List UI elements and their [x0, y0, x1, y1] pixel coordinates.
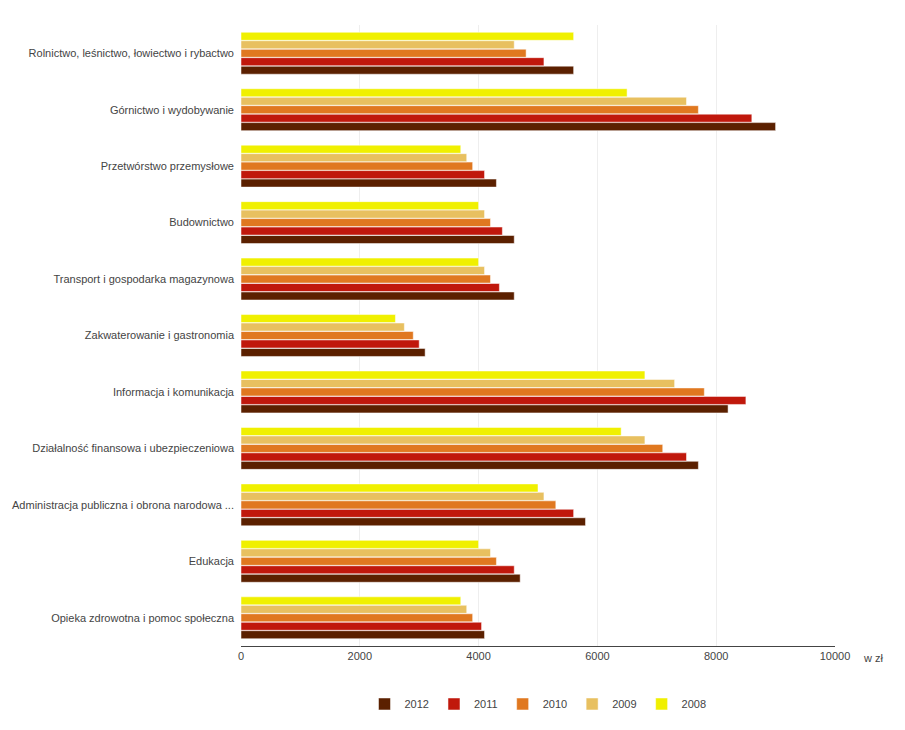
svg-text:Przetwórstwo przemysłowe: Przetwórstwo przemysłowe [101, 160, 234, 172]
svg-text:Transport i gospodarka magazyn: Transport i gospodarka magazynowa [53, 273, 234, 285]
svg-text:10000: 10000 [820, 650, 851, 662]
svg-text:Górnictwo i wydobywanie: Górnictwo i wydobywanie [110, 104, 234, 116]
svg-text:0: 0 [238, 650, 244, 662]
svg-text:Działalność finansowa i ubezpi: Działalność finansowa i ubezpieczeniowa [32, 442, 235, 454]
svg-text:2009: 2009 [612, 698, 636, 710]
svg-text:2011: 2011 [474, 698, 498, 710]
svg-text:Budownictwo: Budownictwo [169, 216, 234, 228]
svg-text:2000: 2000 [348, 650, 372, 662]
svg-text:Zakwaterowanie i gastronomia: Zakwaterowanie i gastronomia [85, 329, 235, 341]
svg-text:Edukacja: Edukacja [189, 555, 235, 567]
svg-text:6000: 6000 [585, 650, 609, 662]
svg-text:Informacja i komunikacja: Informacja i komunikacja [113, 386, 235, 398]
svg-text:8000: 8000 [704, 650, 728, 662]
svg-text:2008: 2008 [682, 698, 706, 710]
svg-text:Opieka zdrowotna i pomoc społe: Opieka zdrowotna i pomoc społeczna [51, 612, 235, 624]
svg-text:4000: 4000 [466, 650, 490, 662]
svg-text:2010: 2010 [543, 698, 567, 710]
svg-text:Rolnictwo, leśnictwo, łowiectw: Rolnictwo, leśnictwo, łowiectwo i rybact… [29, 47, 234, 59]
svg-text:2012: 2012 [405, 698, 429, 710]
svg-text:w zł: w zł [863, 652, 884, 664]
svg-text:Administracja publiczna i obro: Administracja publiczna i obrona narodow… [12, 499, 234, 511]
